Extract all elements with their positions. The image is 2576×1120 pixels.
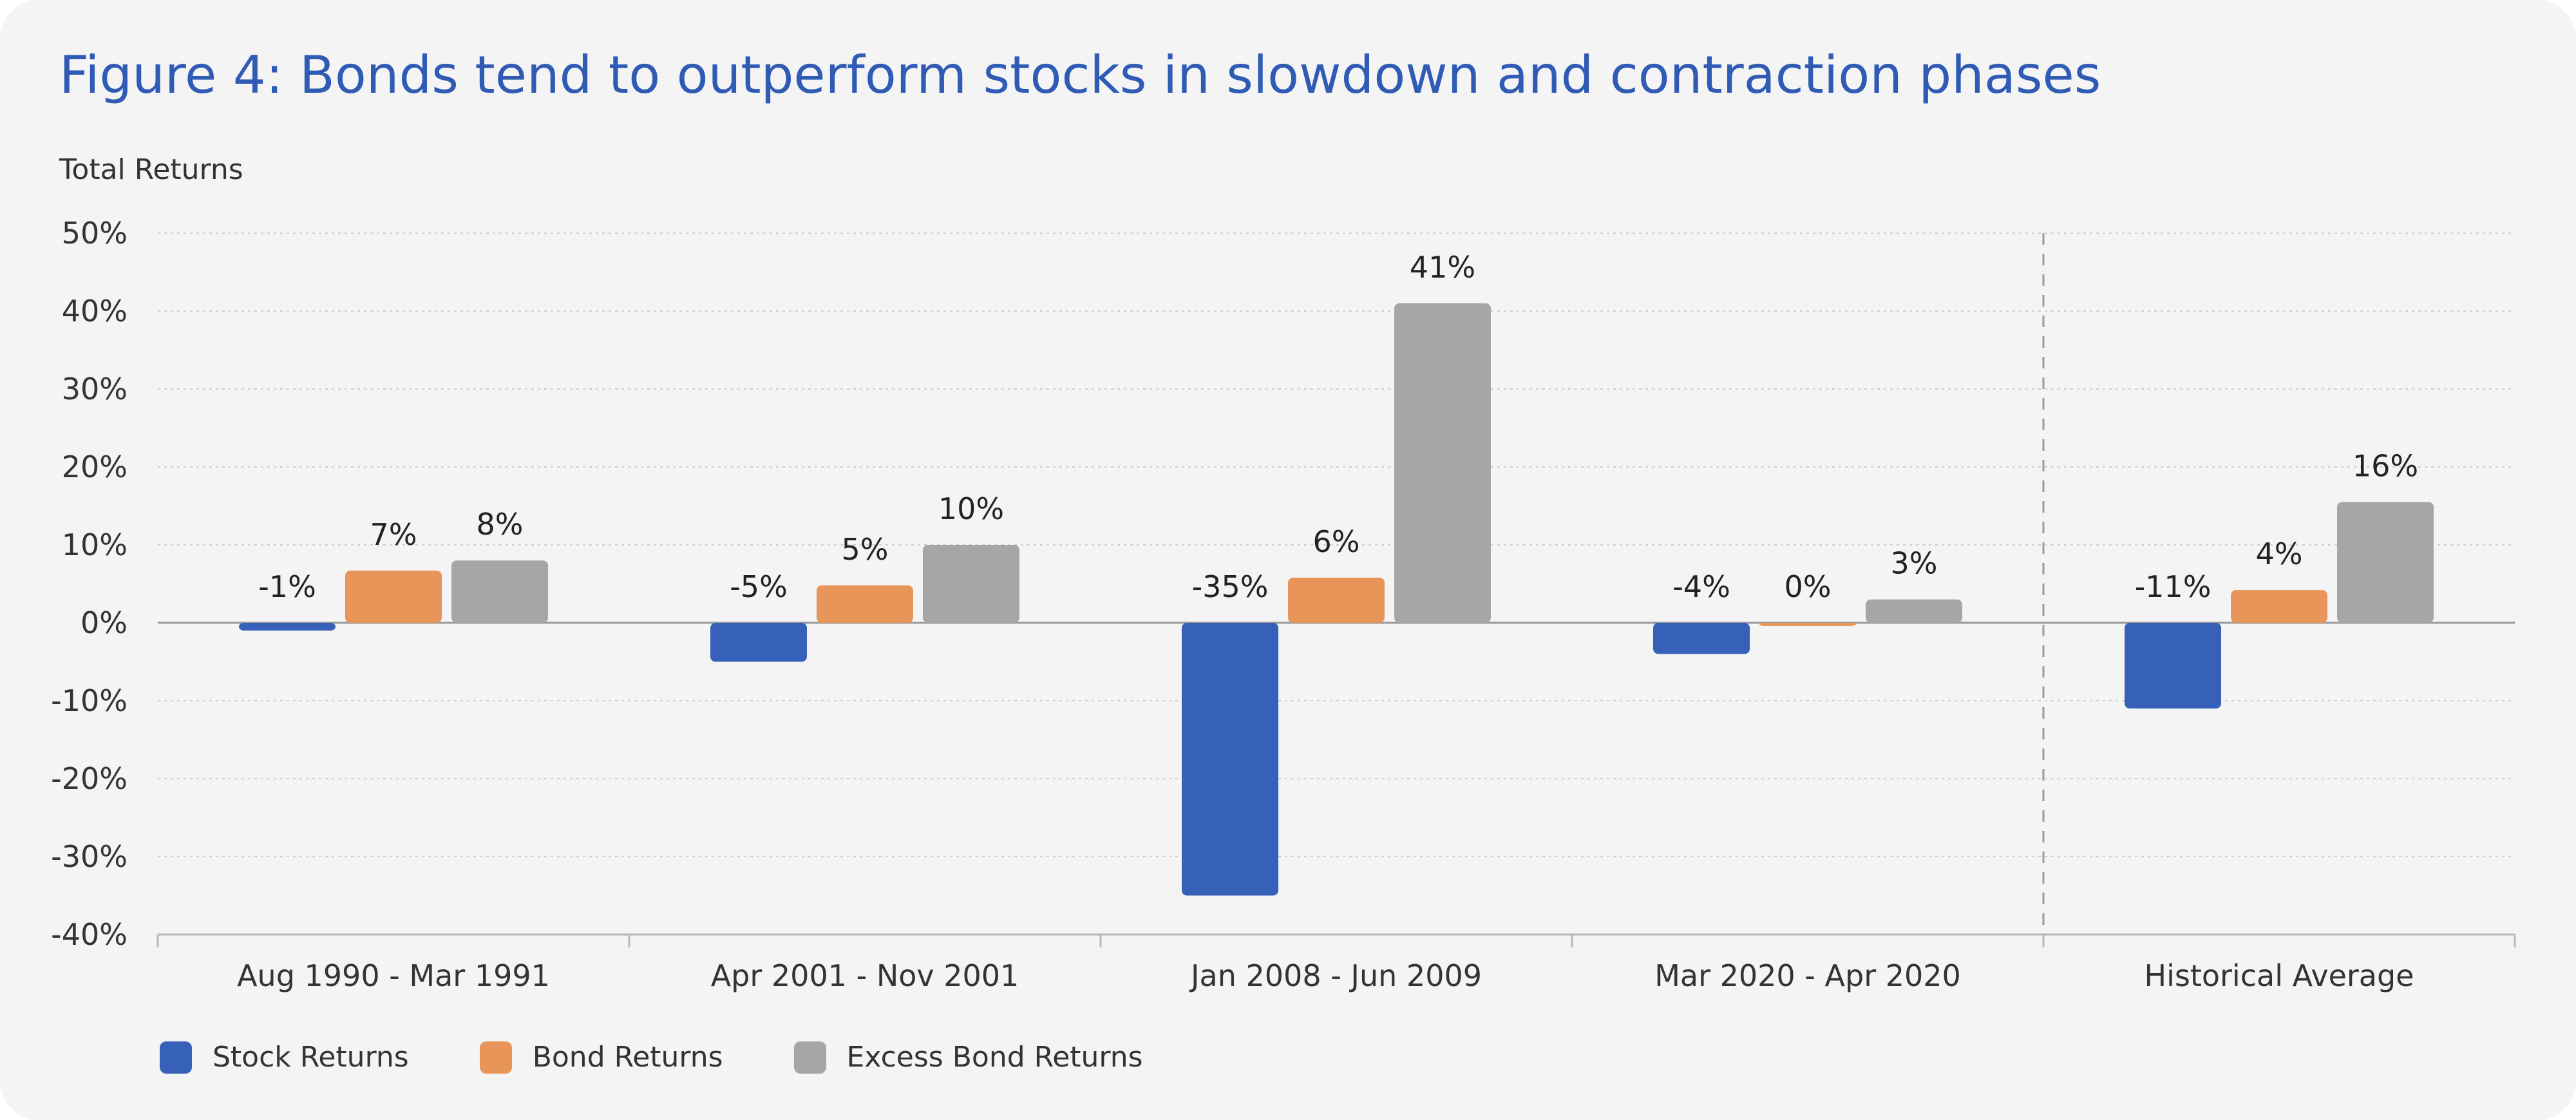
y-tick-label: 50% [62, 216, 128, 251]
data-label-bond-returns: 6% [1313, 524, 1360, 559]
bar-excess-bond-returns [1394, 303, 1491, 623]
x-tick-label: Jan 2008 - Jun 2009 [1189, 958, 1482, 993]
bar-stock-returns [1182, 623, 1278, 896]
legend-swatch-bond-returns [479, 1041, 512, 1074]
legend-item-stock-returns: Stock Returns [160, 1041, 409, 1074]
data-label-excess-bond-returns: 10% [938, 491, 1004, 526]
y-axis-label: Total Returns [59, 153, 243, 186]
x-tick-label: Mar 2020 - Apr 2020 [1654, 958, 1961, 993]
data-label-bond-returns: 5% [842, 532, 889, 567]
x-tick-label: Historical Average [2145, 958, 2414, 993]
y-tick-label: 40% [62, 294, 128, 328]
bar-stock-returns [239, 623, 336, 631]
data-label-stock-returns: -11% [2135, 569, 2211, 604]
y-tick-label: 0% [80, 605, 128, 640]
x-tick-label: Aug 1990 - Mar 1991 [237, 958, 550, 993]
bar-excess-bond-returns [923, 545, 1019, 623]
y-tick-label: -30% [51, 839, 128, 874]
legend-swatch-excess-bond-returns [793, 1041, 826, 1074]
bar-bond-returns [817, 585, 913, 623]
data-label-excess-bond-returns: 8% [477, 507, 524, 542]
data-label-bond-returns: 0% [1785, 569, 1832, 604]
y-tick-label: 20% [62, 450, 128, 484]
data-label-excess-bond-returns: 16% [2353, 448, 2418, 483]
data-label-stock-returns: -4% [1672, 569, 1730, 604]
data-label-excess-bond-returns: 3% [1891, 546, 1938, 581]
y-tick-label: -20% [51, 761, 128, 796]
data-label-excess-bond-returns: 41% [1410, 250, 1475, 285]
legend-label-stock-returns: Stock Returns [213, 1041, 409, 1074]
bar-stock-returns [2125, 623, 2221, 709]
data-label-stock-returns: -1% [258, 569, 316, 604]
y-tick-label: -10% [51, 683, 128, 718]
bar-bond-returns [1288, 577, 1385, 623]
bar-excess-bond-returns [451, 560, 548, 623]
legend-item-bond-returns: Bond Returns [479, 1041, 723, 1074]
bar-bond-returns [1759, 623, 1856, 626]
bar-excess-bond-returns [1866, 599, 1962, 623]
data-label-bond-returns: 7% [370, 517, 417, 552]
legend: Stock Returns Bond Returns Excess Bond R… [160, 1041, 1214, 1074]
legend-label-bond-returns: Bond Returns [532, 1041, 723, 1074]
legend-swatch-stock-returns [160, 1041, 192, 1074]
y-tick-label: 10% [62, 527, 128, 562]
y-tick-label: 30% [62, 372, 128, 406]
bar-bond-returns [345, 570, 442, 623]
data-label-bond-returns: 4% [2256, 536, 2303, 571]
y-tick-label: -40% [51, 917, 128, 952]
data-label-stock-returns: -35% [1192, 569, 1269, 604]
x-tick-label: Apr 2001 - Nov 2001 [711, 958, 1019, 993]
bar-stock-returns [1653, 623, 1750, 654]
data-label-stock-returns: -5% [730, 569, 788, 604]
bar-excess-bond-returns [2337, 502, 2434, 623]
bar-bond-returns [2231, 590, 2327, 623]
bar-stock-returns [710, 623, 807, 662]
chart-title: Figure 4: Bonds tend to outperform stock… [59, 45, 2101, 105]
legend-label-excess-bond-returns: Excess Bond Returns [846, 1041, 1143, 1074]
legend-item-excess-bond-returns: Excess Bond Returns [793, 1041, 1143, 1074]
